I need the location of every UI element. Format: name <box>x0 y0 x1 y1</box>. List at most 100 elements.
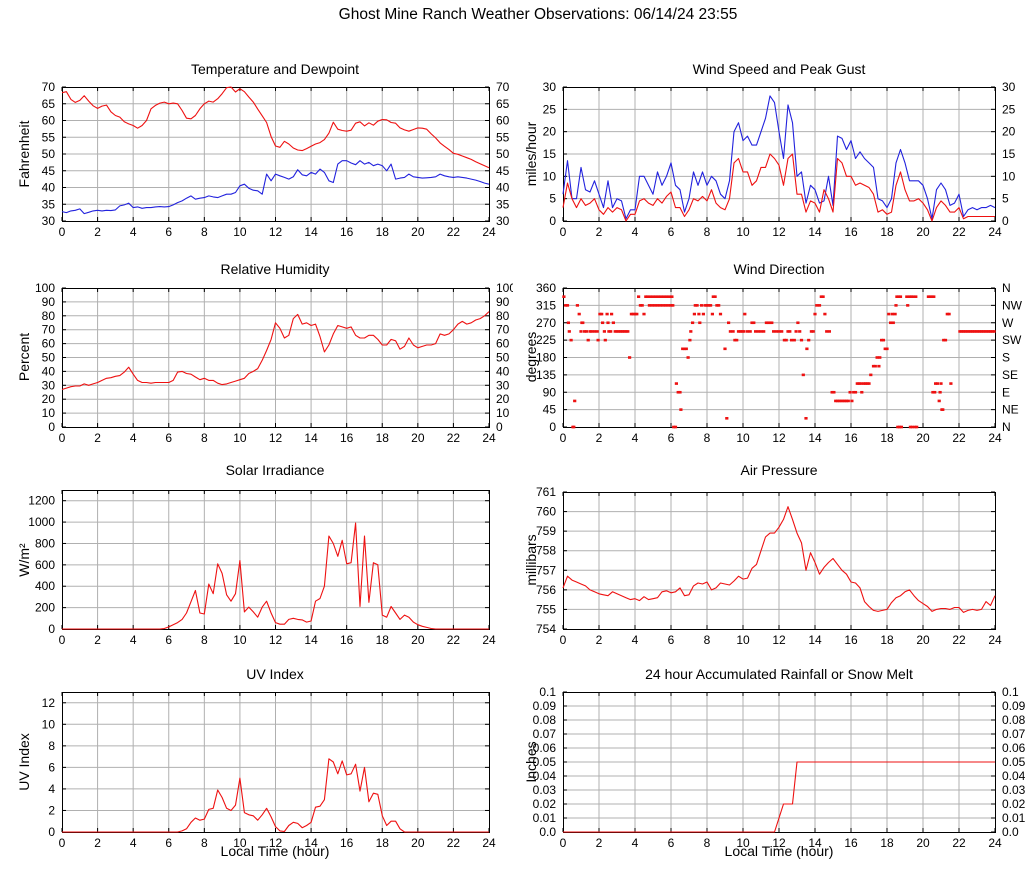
svg-text:80: 80 <box>496 309 510 323</box>
svg-text:18: 18 <box>376 225 390 239</box>
svg-text:14: 14 <box>304 431 318 445</box>
svg-text:2: 2 <box>94 836 101 850</box>
svg-text:30: 30 <box>1002 80 1016 94</box>
svg-text:18: 18 <box>880 836 894 850</box>
svg-text:NE: NE <box>1002 403 1019 417</box>
svg-text:0: 0 <box>59 633 66 647</box>
svg-text:10: 10 <box>736 633 750 647</box>
svg-text:8: 8 <box>201 225 208 239</box>
svg-text:18: 18 <box>880 225 894 239</box>
svg-text:22: 22 <box>447 836 461 850</box>
svg-text:0.06: 0.06 <box>533 741 557 755</box>
svg-text:12: 12 <box>42 696 56 710</box>
svg-text:5: 5 <box>1002 192 1009 206</box>
svg-text:22: 22 <box>952 836 966 850</box>
svg-text:10: 10 <box>543 169 557 183</box>
svg-text:10: 10 <box>233 225 247 239</box>
svg-text:0.05: 0.05 <box>533 755 557 769</box>
svg-text:0: 0 <box>59 225 66 239</box>
svg-text:14: 14 <box>808 633 822 647</box>
svg-text:65: 65 <box>42 97 56 111</box>
svg-text:0.1: 0.1 <box>1002 685 1019 699</box>
svg-text:60: 60 <box>42 337 56 351</box>
svg-text:0: 0 <box>496 420 503 434</box>
svg-text:S: S <box>1002 351 1010 365</box>
svg-text:22: 22 <box>447 225 461 239</box>
svg-text:90: 90 <box>42 295 56 309</box>
svg-text:5: 5 <box>549 192 556 206</box>
air-pressure-plot: 0 2 4 6 8 10 12 14 16 18 20 22 247547557567577587597… <box>536 485 1002 647</box>
x-axis-label-local-time-left: Local Time (hour) <box>220 843 330 859</box>
svg-text:600: 600 <box>35 558 55 572</box>
svg-text:4: 4 <box>130 225 137 239</box>
svg-text:45: 45 <box>543 403 557 417</box>
svg-text:12: 12 <box>269 836 283 850</box>
svg-text:SW: SW <box>1002 333 1022 347</box>
svg-text:24: 24 <box>988 431 1002 445</box>
svg-text:12: 12 <box>772 431 786 445</box>
svg-text:0.0: 0.0 <box>1002 825 1019 839</box>
svg-text:20: 20 <box>411 836 425 850</box>
svg-text:0.08: 0.08 <box>1002 713 1026 727</box>
svg-text:10: 10 <box>233 633 247 647</box>
svg-text:6: 6 <box>165 225 172 239</box>
svg-text:10: 10 <box>42 717 56 731</box>
svg-text:270: 270 <box>536 316 556 330</box>
svg-text:16: 16 <box>340 431 354 445</box>
svg-text:0: 0 <box>549 420 556 434</box>
svg-text:12: 12 <box>772 225 786 239</box>
svg-text:65: 65 <box>496 97 510 111</box>
svg-text:6: 6 <box>48 760 55 774</box>
svg-text:200: 200 <box>35 601 55 615</box>
svg-text:20: 20 <box>411 633 425 647</box>
svg-text:8: 8 <box>201 633 208 647</box>
svg-text:8: 8 <box>201 431 208 445</box>
svg-text:10: 10 <box>736 225 750 239</box>
svg-text:55: 55 <box>496 130 510 144</box>
svg-text:60: 60 <box>42 114 56 128</box>
svg-text:0: 0 <box>59 431 66 445</box>
svg-text:16: 16 <box>340 225 354 239</box>
svg-text:60: 60 <box>496 337 510 351</box>
svg-text:10: 10 <box>496 406 510 420</box>
svg-text:24: 24 <box>482 633 496 647</box>
svg-text:225: 225 <box>536 333 556 347</box>
svg-text:10: 10 <box>233 431 247 445</box>
svg-text:18: 18 <box>376 633 390 647</box>
chart-title-air-pressure: Air Pressure <box>740 462 818 478</box>
svg-text:25: 25 <box>543 102 557 116</box>
svg-text:761: 761 <box>536 485 556 499</box>
svg-text:4: 4 <box>130 836 137 850</box>
svg-text:2: 2 <box>596 633 603 647</box>
svg-text:315: 315 <box>536 298 556 312</box>
svg-text:6: 6 <box>668 431 675 445</box>
svg-text:4: 4 <box>632 836 639 850</box>
svg-text:0.02: 0.02 <box>533 797 557 811</box>
svg-text:4: 4 <box>48 782 55 796</box>
page-title: Ghost Mine Ranch Weather Observations: 0… <box>338 6 738 23</box>
svg-text:0: 0 <box>549 214 556 228</box>
svg-text:70: 70 <box>42 80 56 94</box>
svg-text:30: 30 <box>42 214 56 228</box>
svg-text:12: 12 <box>269 431 283 445</box>
svg-text:0: 0 <box>560 836 567 850</box>
svg-text:0.09: 0.09 <box>1002 699 1026 713</box>
svg-text:0.08: 0.08 <box>533 713 557 727</box>
svg-text:80: 80 <box>42 309 56 323</box>
svg-text:2: 2 <box>94 633 101 647</box>
chart-title-wind-speed-gust: Wind Speed and Peak Gust <box>692 61 866 77</box>
svg-text:22: 22 <box>952 633 966 647</box>
svg-text:45: 45 <box>496 164 510 178</box>
svg-text:30: 30 <box>543 80 557 94</box>
svg-text:2: 2 <box>94 225 101 239</box>
svg-text:4: 4 <box>130 431 137 445</box>
svg-text:22: 22 <box>952 225 966 239</box>
svg-text:0.07: 0.07 <box>533 727 557 741</box>
svg-text:757: 757 <box>536 563 556 577</box>
svg-text:0: 0 <box>48 622 55 636</box>
svg-text:0: 0 <box>560 633 567 647</box>
